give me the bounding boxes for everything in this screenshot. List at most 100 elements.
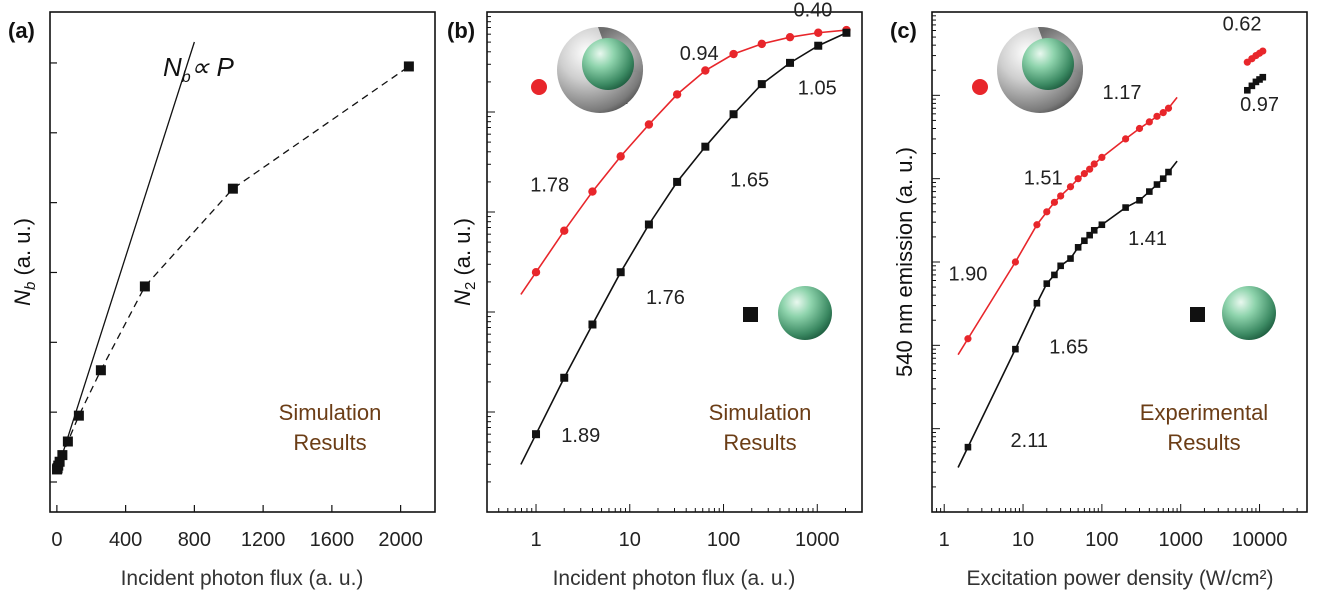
panel-b-caption-line2: Results bbox=[723, 430, 796, 455]
data-point bbox=[842, 28, 851, 37]
data-point bbox=[616, 268, 625, 277]
data-point bbox=[1136, 197, 1143, 204]
panel-b-y-label: N2 (a. u.) bbox=[450, 218, 479, 306]
x-tick-label: 10 bbox=[619, 529, 641, 551]
data-point bbox=[757, 39, 766, 49]
x-tick-label: 400 bbox=[109, 529, 142, 551]
data-point bbox=[1011, 258, 1020, 266]
data-point bbox=[531, 268, 541, 277]
data-point bbox=[1098, 153, 1106, 161]
panel-b-core-shell-sphere-icon bbox=[557, 26, 644, 113]
x-tick-label: 10000 bbox=[1232, 529, 1288, 551]
data-point bbox=[560, 373, 569, 382]
data-point bbox=[1122, 204, 1129, 211]
panel-a-marks bbox=[52, 41, 414, 475]
x-tick-label: 1 bbox=[939, 529, 950, 551]
data-point bbox=[673, 177, 682, 186]
data-point bbox=[1122, 135, 1130, 143]
data-point bbox=[1033, 299, 1041, 307]
data-point bbox=[1164, 104, 1173, 112]
data-point bbox=[1033, 221, 1041, 229]
data-point bbox=[1090, 227, 1098, 234]
data-point bbox=[62, 436, 73, 447]
panel-c-x-ticks: 1 10 100 1000 10000 bbox=[931, 504, 1308, 551]
data-point bbox=[1146, 188, 1153, 195]
x-tick-label: 800 bbox=[178, 529, 211, 551]
x-tick-label: 100 bbox=[1085, 529, 1118, 551]
data-point bbox=[701, 66, 710, 75]
panel-c: (c) 1 10 100 1000 10000 1.90 1.51 1.17 0.62 2.11… bbox=[890, 11, 1308, 590]
x-tick-label: 100 bbox=[707, 529, 740, 551]
panel-c-core-sphere-icon bbox=[1222, 286, 1276, 340]
panel-a-x-label: Incident photon flux (a. u.) bbox=[121, 567, 364, 590]
x-tick-label: 1000 bbox=[795, 529, 840, 551]
data-point bbox=[1080, 170, 1088, 178]
panel-b-legend-circle-marker bbox=[531, 79, 547, 95]
panel-a-label: (a) bbox=[8, 18, 35, 43]
data-point bbox=[1259, 73, 1267, 81]
data-point bbox=[1153, 181, 1161, 188]
data-point bbox=[964, 335, 972, 343]
slope-label: 1.41 bbox=[1128, 228, 1167, 250]
data-point bbox=[57, 450, 68, 461]
x-tick-label: 1600 bbox=[310, 529, 355, 551]
slope-label: 0.40 bbox=[794, 0, 833, 22]
slope-label: 1.65 bbox=[730, 169, 769, 191]
panel-b-y-ticks bbox=[487, 11, 495, 513]
data-point bbox=[1165, 168, 1172, 176]
data-point bbox=[1259, 47, 1267, 55]
data-point bbox=[1159, 175, 1167, 182]
data-point bbox=[1090, 160, 1098, 168]
data-point bbox=[227, 183, 238, 194]
data-point bbox=[1086, 165, 1094, 173]
data-point bbox=[588, 187, 597, 196]
data-point bbox=[1043, 280, 1051, 287]
panel-c-label: (c) bbox=[890, 18, 917, 43]
data-point bbox=[672, 90, 682, 99]
data-point bbox=[786, 58, 795, 67]
panel-c-core-shell-sphere-icon bbox=[997, 26, 1084, 113]
panel-b-core-sphere-icon bbox=[778, 286, 832, 340]
panel-c-caption-line2: Results bbox=[1167, 430, 1240, 455]
data-point bbox=[701, 142, 710, 151]
data-point bbox=[644, 120, 654, 129]
data-point bbox=[1066, 183, 1075, 191]
data-point bbox=[1098, 221, 1106, 229]
data-point bbox=[1153, 112, 1161, 120]
panel-b-label: (b) bbox=[447, 18, 475, 43]
panel-a-x-ticks: 0 400 800 1200 1600 2000 bbox=[51, 505, 423, 551]
panel-a-caption-line1: Simulation bbox=[279, 400, 382, 425]
series-line bbox=[957, 96, 1178, 356]
data-point bbox=[1145, 118, 1153, 126]
x-tick-label: 1200 bbox=[241, 529, 286, 551]
data-point bbox=[95, 365, 106, 376]
data-point bbox=[729, 49, 738, 59]
data-point bbox=[560, 226, 569, 235]
panel-a-y-label: Nb (a. u.) bbox=[10, 218, 39, 306]
panel-b-caption-line1: Simulation bbox=[709, 400, 812, 425]
slope-label: 1.17 bbox=[1103, 82, 1142, 104]
panel-a-proportionality-label: Nb∝ P bbox=[163, 52, 234, 86]
data-point bbox=[729, 110, 738, 119]
data-point bbox=[1057, 262, 1064, 270]
data-point bbox=[1012, 345, 1019, 353]
panel-b-x-label: Incident photon flux (a. u.) bbox=[553, 567, 796, 590]
data-point bbox=[1248, 82, 1256, 90]
panel-c-legend-circle-marker bbox=[972, 79, 988, 95]
data-point bbox=[757, 80, 766, 89]
data-point bbox=[1057, 192, 1065, 200]
data-point bbox=[1244, 86, 1251, 94]
x-tick-label: 0 bbox=[51, 529, 62, 551]
data-point bbox=[814, 28, 823, 37]
panel-c-legend-square-marker bbox=[1190, 307, 1205, 322]
data-point bbox=[532, 430, 541, 439]
slope-label: 1.51 bbox=[1024, 168, 1063, 190]
slope-label: 1.05 bbox=[798, 77, 837, 99]
slope-label: 1.78 bbox=[530, 175, 569, 197]
panel-c-y-label: 540 nm emission (a. u.) bbox=[892, 147, 917, 377]
slope-label: 0.62 bbox=[1223, 13, 1262, 35]
panel-a-caption-line2: Results bbox=[293, 430, 366, 455]
data-point bbox=[73, 410, 84, 421]
